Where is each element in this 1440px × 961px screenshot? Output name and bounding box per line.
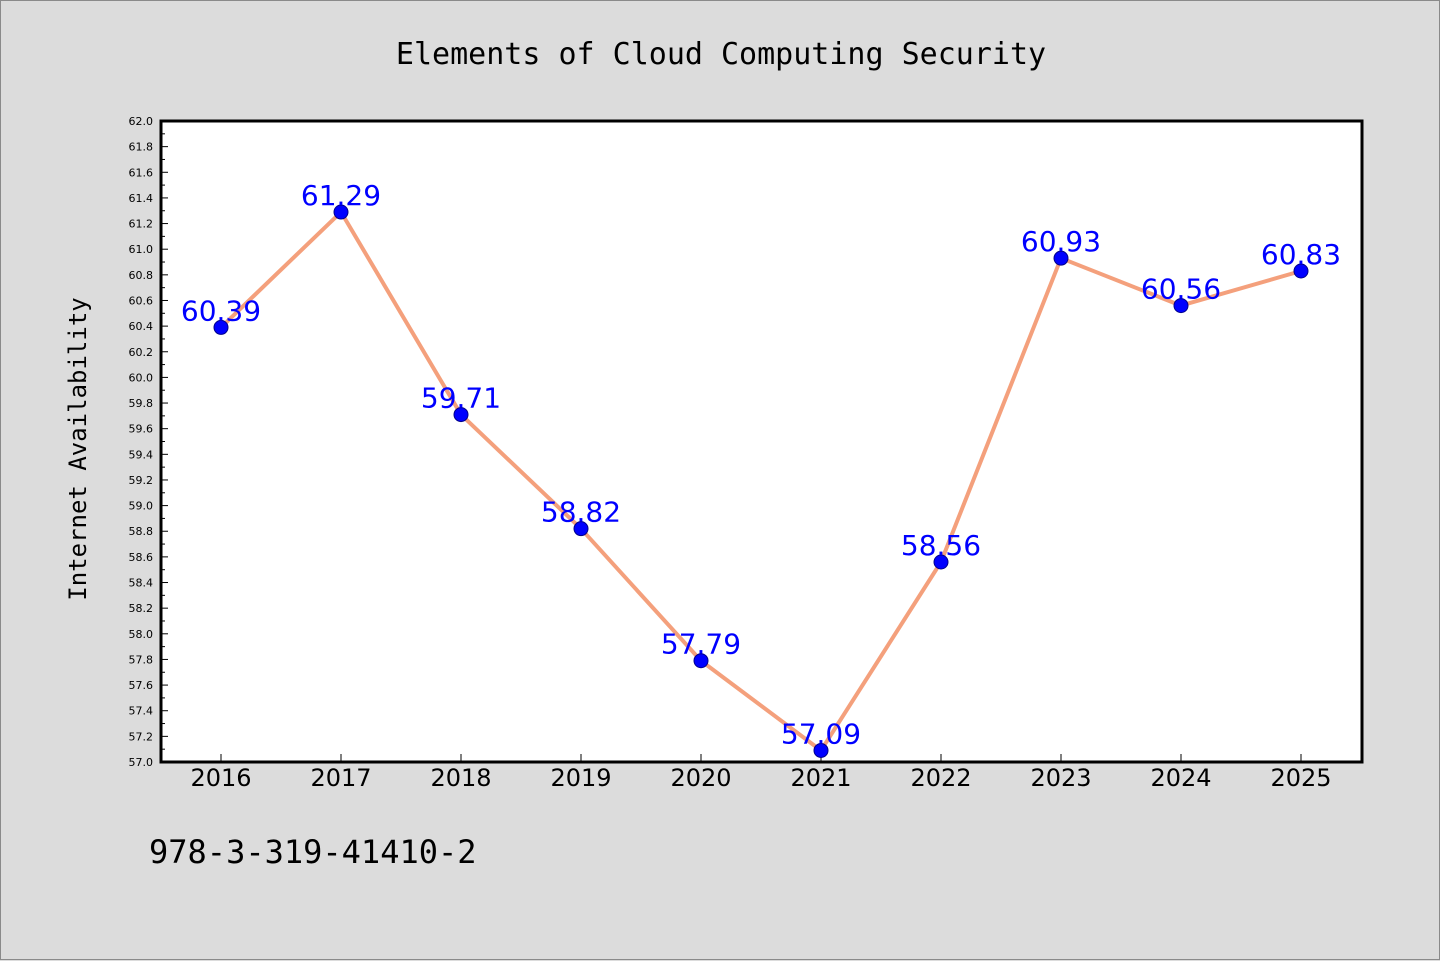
data-point-marker: [933, 554, 949, 570]
data-label: 59.71: [421, 382, 501, 415]
y-tick-label: 60.6: [129, 294, 154, 307]
data-label: 57.79: [661, 628, 741, 661]
y-tick-label: 59.8: [129, 397, 154, 410]
x-tick-label: 2024: [1150, 764, 1211, 792]
data-label: 60.93: [1021, 225, 1101, 258]
data-label: 60.56: [1141, 273, 1221, 306]
y-tick-label: 59.4: [129, 448, 154, 461]
x-tick-label: 2023: [1030, 764, 1091, 792]
y-tick-label: 57.6: [129, 679, 154, 692]
y-tick-label: 61.0: [129, 243, 154, 256]
data-point-marker: [693, 653, 709, 669]
y-tick-label: 62.0: [129, 115, 154, 128]
x-tick-label: 2018: [430, 764, 491, 792]
y-tick-label: 59.2: [129, 474, 154, 487]
data-label: 60.39: [181, 294, 261, 327]
x-tick-label: 2020: [670, 764, 731, 792]
series-line: [219, 210, 1302, 753]
y-tick-label: 57.2: [129, 730, 154, 743]
x-tick-label: 2019: [550, 764, 611, 792]
x-tick-label: 2021: [790, 764, 851, 792]
y-tick-label: 60.8: [129, 269, 154, 282]
y-tick-label: 58.8: [129, 525, 154, 538]
y-tick-label: 61.4: [129, 192, 154, 205]
data-label: 58.56: [901, 529, 981, 562]
y-tick-label: 58.0: [129, 628, 154, 641]
data-label: 61.29: [301, 179, 381, 212]
y-tick-label: 57.8: [129, 653, 154, 666]
data-point-marker: [333, 204, 349, 220]
y-tick-label: 58.6: [129, 551, 154, 564]
data-point-marker: [813, 742, 829, 758]
y-tick-label: 59.0: [129, 500, 154, 513]
y-tick-label: 61.2: [129, 218, 154, 231]
y-tick-label: 61.6: [129, 166, 154, 179]
chart-title: Elements of Cloud Computing Security: [396, 37, 1046, 72]
y-tick-label: 60.4: [129, 320, 154, 333]
y-tick-label: 57.4: [129, 705, 154, 718]
y-axis-label: Internet Availability: [64, 297, 92, 600]
y-tick-label: 59.6: [129, 423, 154, 436]
data-label: 58.82: [541, 496, 621, 529]
plot-area: [159, 119, 1364, 764]
x-tick-label: 2016: [190, 764, 251, 792]
y-tick-label: 61.8: [129, 141, 154, 154]
data-point-marker: [1173, 298, 1189, 314]
isbn-footnote: 978-3-319-41410-2: [149, 833, 477, 871]
y-tick-label: 58.4: [129, 577, 154, 590]
y-tick-label: 60.2: [129, 346, 154, 359]
data-point-marker: [1053, 250, 1069, 266]
data-point-marker: [1293, 263, 1309, 279]
data-point-marker: [573, 521, 589, 537]
y-tick-label: 60.0: [129, 371, 154, 384]
data-point-marker: [453, 407, 469, 423]
x-tick-label: 2022: [910, 764, 971, 792]
y-tick-label: 58.2: [129, 602, 154, 615]
data-label: 60.83: [1261, 238, 1341, 271]
x-tick-label: 2025: [1270, 764, 1331, 792]
x-tick-label: 2017: [310, 764, 371, 792]
y-tick-label: 57.0: [129, 756, 154, 769]
data-point-marker: [213, 319, 229, 335]
data-label: 57.09: [781, 717, 861, 750]
